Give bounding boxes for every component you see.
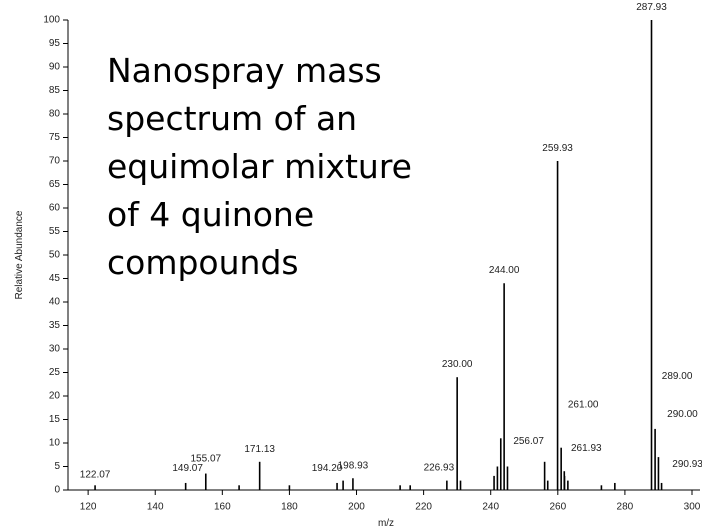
y-tick-label: 65 bbox=[49, 179, 61, 190]
peak-label: 122.07 bbox=[80, 469, 111, 480]
peak-label: 290.93 bbox=[672, 459, 702, 470]
peak-label: 290.00 bbox=[667, 409, 698, 420]
y-tick-label: 50 bbox=[49, 250, 61, 261]
peak-label: 261.93 bbox=[571, 443, 602, 454]
annotation: equimolar mixture bbox=[107, 147, 412, 186]
peak-label: 226.93 bbox=[424, 463, 455, 474]
y-tick-label: 40 bbox=[49, 297, 61, 308]
annotation: spectrum of an bbox=[107, 99, 357, 138]
y-tick-label: 70 bbox=[49, 156, 61, 167]
x-tick-label: 180 bbox=[281, 502, 298, 513]
y-axis-label: Relative Abundance bbox=[14, 210, 25, 299]
peak-label: 244.00 bbox=[489, 265, 520, 276]
peak-label: 289.00 bbox=[662, 371, 693, 382]
annotation: of 4 quinone bbox=[107, 195, 314, 234]
y-tick-label: 95 bbox=[49, 38, 61, 49]
x-tick-label: 260 bbox=[549, 502, 566, 513]
x-tick-label: 160 bbox=[214, 502, 231, 513]
peak-label: 149.07 bbox=[172, 463, 203, 474]
y-tick-label: 100 bbox=[43, 15, 60, 26]
x-tick-label: 300 bbox=[684, 502, 701, 513]
peak-label: 256.07 bbox=[513, 436, 544, 447]
peak-label: 171.13 bbox=[244, 444, 275, 455]
y-tick-label: 55 bbox=[49, 226, 61, 237]
x-tick-label: 120 bbox=[80, 502, 97, 513]
y-tick-label: 25 bbox=[49, 367, 61, 378]
y-tick-label: 75 bbox=[49, 132, 61, 143]
y-tick-label: 60 bbox=[49, 203, 61, 214]
y-tick-label: 5 bbox=[54, 461, 60, 472]
y-tick-label: 80 bbox=[49, 109, 61, 120]
peak-label: 155.07 bbox=[190, 454, 221, 465]
peak-label: 259.93 bbox=[542, 143, 573, 154]
y-tick-label: 45 bbox=[49, 273, 61, 284]
annotation: Nanospray mass bbox=[107, 51, 382, 90]
y-tick-label: 15 bbox=[49, 414, 61, 425]
y-tick-label: 20 bbox=[49, 391, 61, 402]
annotation: compounds bbox=[107, 243, 299, 282]
peak-label: 261.00 bbox=[568, 400, 599, 411]
y-tick-label: 10 bbox=[49, 438, 61, 449]
peak-label: 287.93 bbox=[636, 2, 667, 13]
x-tick-label: 220 bbox=[415, 502, 432, 513]
peak-label: 230.00 bbox=[442, 359, 473, 370]
x-tick-label: 240 bbox=[482, 502, 499, 513]
y-tick-label: 30 bbox=[49, 344, 61, 355]
x-axis-label: m/z bbox=[378, 518, 394, 529]
x-tick-label: 140 bbox=[147, 502, 164, 513]
y-tick-label: 85 bbox=[49, 85, 61, 96]
x-tick-label: 200 bbox=[348, 502, 365, 513]
peak-label: 194.20 bbox=[312, 463, 343, 474]
x-tick-label: 280 bbox=[617, 502, 634, 513]
peak-label: 198.93 bbox=[338, 460, 369, 471]
y-tick-label: 35 bbox=[49, 320, 61, 331]
y-tick-label: 0 bbox=[54, 485, 60, 496]
y-tick-label: 90 bbox=[49, 62, 61, 73]
